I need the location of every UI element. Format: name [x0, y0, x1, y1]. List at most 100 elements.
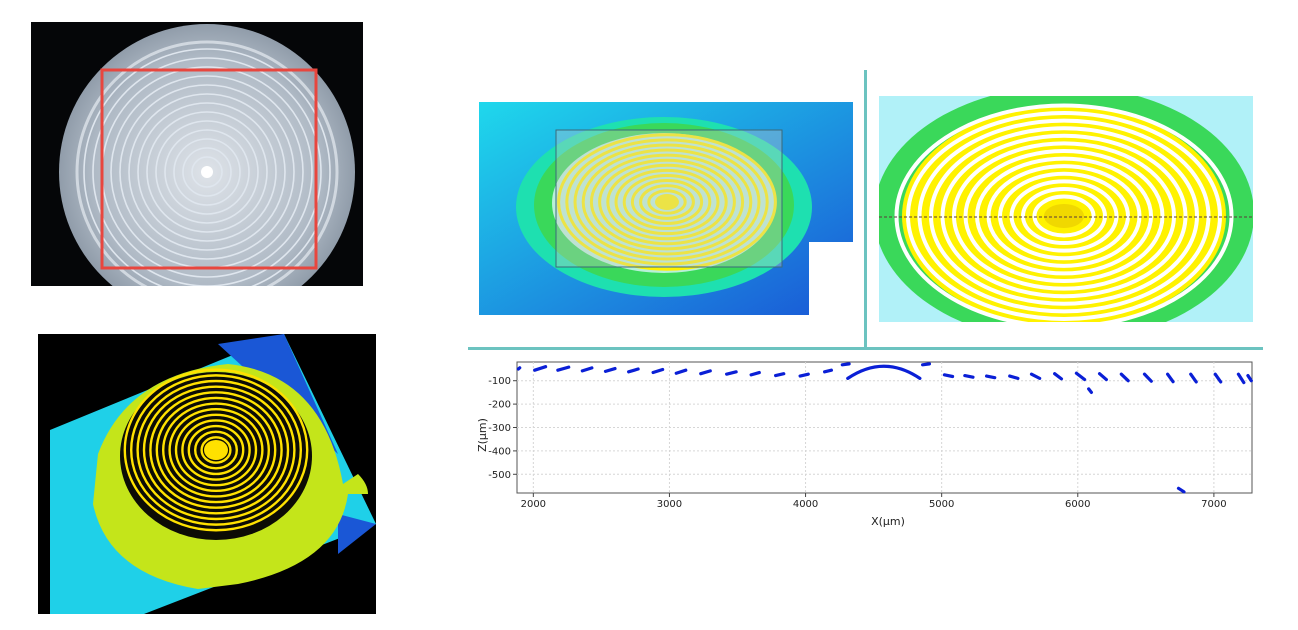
lens-ring [565, 138, 769, 266]
lens-ring [149, 391, 283, 509]
profile-segment [1087, 387, 1093, 395]
y-tick-label: -400 [488, 446, 511, 457]
lens-ring [1009, 179, 1119, 253]
lens-ring [1032, 194, 1096, 238]
profile-segment [1166, 372, 1175, 384]
lens-ring [155, 120, 259, 224]
lens-ring [191, 156, 223, 188]
lens-ring [83, 48, 331, 286]
profile-segment [516, 366, 522, 371]
lens-ring [906, 111, 1222, 321]
x-tick-label: 7000 [1201, 499, 1226, 510]
profile-segment [725, 370, 738, 376]
y-tick-label: -300 [488, 423, 511, 434]
profile-segment [1097, 372, 1108, 382]
profile-chart-panel: 2000 3000 4000 5000 6000 7000 -100 -200 -300 -400… [470, 355, 1270, 535]
profile-segment [749, 370, 761, 377]
lens-ring [581, 148, 753, 256]
profile-segment [840, 362, 851, 367]
lens-ring [164, 129, 250, 215]
lens-ring [129, 374, 303, 526]
horizontal-divider [468, 347, 1263, 350]
lens-ring [606, 163, 728, 241]
lens-ring [123, 368, 309, 532]
lens-ring [182, 147, 232, 197]
profile-segment [580, 366, 594, 373]
height-map-panel [479, 102, 853, 315]
x-tick-label: 3000 [657, 499, 682, 510]
lens-ring [630, 179, 704, 225]
lens-ring [142, 385, 290, 515]
lens-ring [119, 84, 295, 260]
profile-segment [556, 365, 571, 372]
profile-segment [699, 369, 712, 376]
lens-ring [975, 156, 1153, 276]
lens-ring [622, 173, 712, 231]
lens-ring [940, 133, 1188, 299]
profile-segment [1053, 372, 1064, 381]
lens-ring [136, 379, 296, 521]
lens-photo-panel [31, 22, 363, 286]
profile-segment [533, 365, 548, 372]
profile-segment [1236, 372, 1246, 385]
lens-ring [589, 153, 745, 251]
profile-segment [1142, 372, 1153, 383]
lens-ring [998, 171, 1130, 261]
lens-ring [146, 111, 268, 233]
lens-ring [174, 413, 258, 487]
profile-segment [603, 366, 617, 373]
x-tick-label: 5000 [929, 499, 954, 510]
lens-ring [573, 143, 761, 261]
fresnel-lens-zoomed-height-map [879, 96, 1253, 322]
lens-ring [168, 407, 264, 493]
lens-ring [917, 118, 1211, 314]
lens-3d-render-panel [38, 334, 376, 614]
profile-segment [984, 374, 997, 380]
profile-segment [1246, 373, 1253, 383]
profile-segment [823, 368, 834, 374]
lens-ring [598, 158, 736, 246]
profile-segment [1074, 371, 1087, 382]
profile-segment [1029, 372, 1042, 380]
profile-chart: 2000 3000 4000 5000 6000 7000 -100 -200 -300 -400… [476, 361, 1253, 528]
lens-ring [92, 57, 322, 286]
fresnel-lens-photo [31, 22, 363, 286]
fresnel-lens-height-map [479, 102, 853, 315]
lens-ring [952, 141, 1176, 291]
lens-ring [187, 424, 245, 476]
zoom-map-panel [879, 96, 1253, 322]
lens-ring [181, 419, 251, 481]
roi-rectangle [100, 68, 318, 270]
lens-ring [161, 402, 270, 498]
profile-segment [1189, 372, 1198, 384]
vertical-divider [864, 70, 867, 348]
lens-ring [986, 164, 1142, 268]
lens-ring [128, 93, 286, 251]
profile-segment [1176, 486, 1186, 494]
profile-segment [963, 373, 975, 379]
profile-segment [942, 373, 955, 379]
x-axis-title: X(μm) [871, 515, 905, 528]
y-tick-label: -100 [488, 376, 511, 387]
lens-ring [193, 430, 238, 470]
lens-ring [557, 133, 777, 271]
lens-ring [963, 148, 1165, 284]
profile-segment [921, 362, 932, 367]
fresnel-lens-3d-height-render [38, 334, 376, 614]
x-tick-label: 6000 [1065, 499, 1090, 510]
profile-segment [627, 367, 640, 374]
y-tick-label: -500 [488, 470, 511, 481]
profile-segment [798, 372, 810, 378]
y-axis-title: Z(μm) [476, 418, 489, 452]
lens-ring [200, 436, 232, 464]
profile-segment [1008, 374, 1020, 380]
profile-segment [774, 372, 786, 378]
profile-segment [1119, 372, 1130, 383]
lens-ring [155, 396, 277, 504]
lens-ring [173, 138, 241, 206]
lens-ring [647, 189, 687, 215]
lens-ring [1021, 186, 1107, 246]
profile-segment [1213, 372, 1223, 384]
roi-overlay [555, 129, 783, 268]
lens-ring [894, 103, 1234, 322]
